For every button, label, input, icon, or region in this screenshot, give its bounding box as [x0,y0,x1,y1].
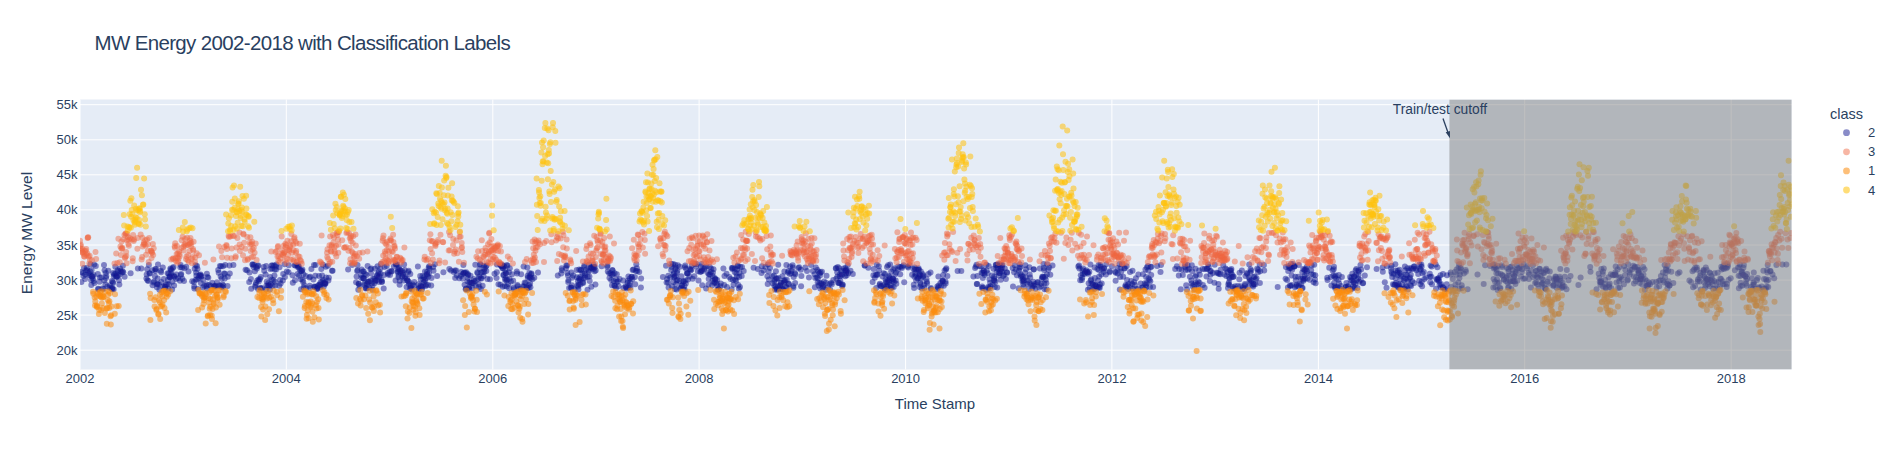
svg-text:2008: 2008 [685,371,714,386]
svg-text:40k: 40k [57,202,78,217]
svg-text:class: class [1830,106,1863,122]
svg-text:2006: 2006 [478,371,507,386]
svg-text:Train/test cutoff: Train/test cutoff [1393,102,1487,117]
svg-text:1: 1 [1868,163,1875,178]
svg-text:25k: 25k [57,308,78,323]
svg-text:55k: 55k [57,97,78,112]
svg-text:2016: 2016 [1510,371,1539,386]
svg-text:Time Stamp: Time Stamp [895,395,975,412]
svg-text:20k: 20k [57,343,78,358]
svg-text:2: 2 [1868,125,1875,140]
svg-text:3: 3 [1868,144,1875,159]
svg-text:2012: 2012 [1097,371,1126,386]
svg-text:45k: 45k [57,167,78,182]
svg-text:4: 4 [1868,183,1875,198]
svg-text:2018: 2018 [1717,371,1746,386]
svg-text:2002: 2002 [66,371,95,386]
svg-text:Energy MW Level: Energy MW Level [18,172,35,294]
svg-text:2014: 2014 [1304,371,1333,386]
svg-text:MW Energy 2002-2018 with Class: MW Energy 2002-2018 with Classification … [95,31,511,54]
svg-text:35k: 35k [57,238,78,253]
svg-text:2004: 2004 [272,371,301,386]
svg-text:2010: 2010 [891,371,920,386]
svg-text:30k: 30k [57,273,78,288]
svg-text:50k: 50k [57,132,78,147]
